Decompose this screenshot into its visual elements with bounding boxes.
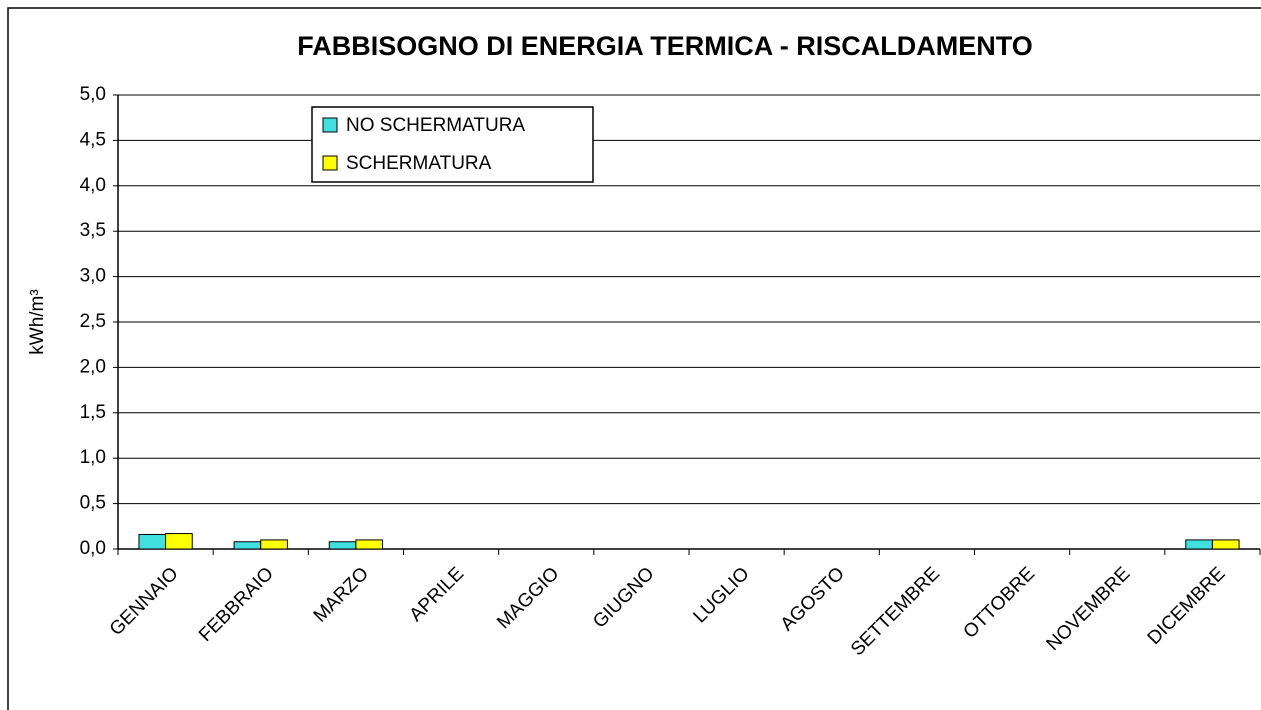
bar bbox=[1211, 539, 1240, 550]
legend-swatch bbox=[322, 155, 338, 171]
y-tick-label: 0,0 bbox=[80, 538, 106, 559]
bar bbox=[165, 533, 193, 550]
legend-label: SCHERMATURA bbox=[346, 153, 492, 174]
legend: NO SCHERMATURA SCHERMATURA bbox=[311, 106, 594, 183]
y-tick-label: 2,0 bbox=[80, 356, 106, 377]
y-tick-label: 2,5 bbox=[80, 311, 106, 332]
bar bbox=[1185, 539, 1213, 550]
y-tick-label: 4,5 bbox=[80, 129, 106, 150]
legend-label: NO SCHERMATURA bbox=[346, 115, 525, 136]
bar bbox=[355, 539, 384, 550]
y-tick-label: 0,5 bbox=[80, 493, 106, 514]
chart-title: FABBISOGNO DI ENERGIA TERMICA - RISCALDA… bbox=[297, 31, 1033, 61]
y-tick-label: 3,0 bbox=[80, 266, 106, 287]
bar bbox=[260, 539, 288, 550]
y-axis-label: kWh/m³ bbox=[27, 289, 48, 354]
y-tick-label: 5,0 bbox=[80, 84, 106, 105]
y-tick-label: 1,5 bbox=[80, 402, 106, 423]
bar bbox=[138, 533, 167, 550]
legend-box bbox=[311, 106, 594, 183]
legend-swatch bbox=[322, 117, 338, 133]
bar bbox=[328, 541, 357, 550]
bar bbox=[233, 541, 262, 550]
y-tick-label: 3,5 bbox=[80, 220, 106, 241]
y-tick-label: 4,0 bbox=[80, 175, 106, 196]
y-tick-label: 1,0 bbox=[80, 447, 106, 468]
chart-frame bbox=[7, 7, 1261, 710]
